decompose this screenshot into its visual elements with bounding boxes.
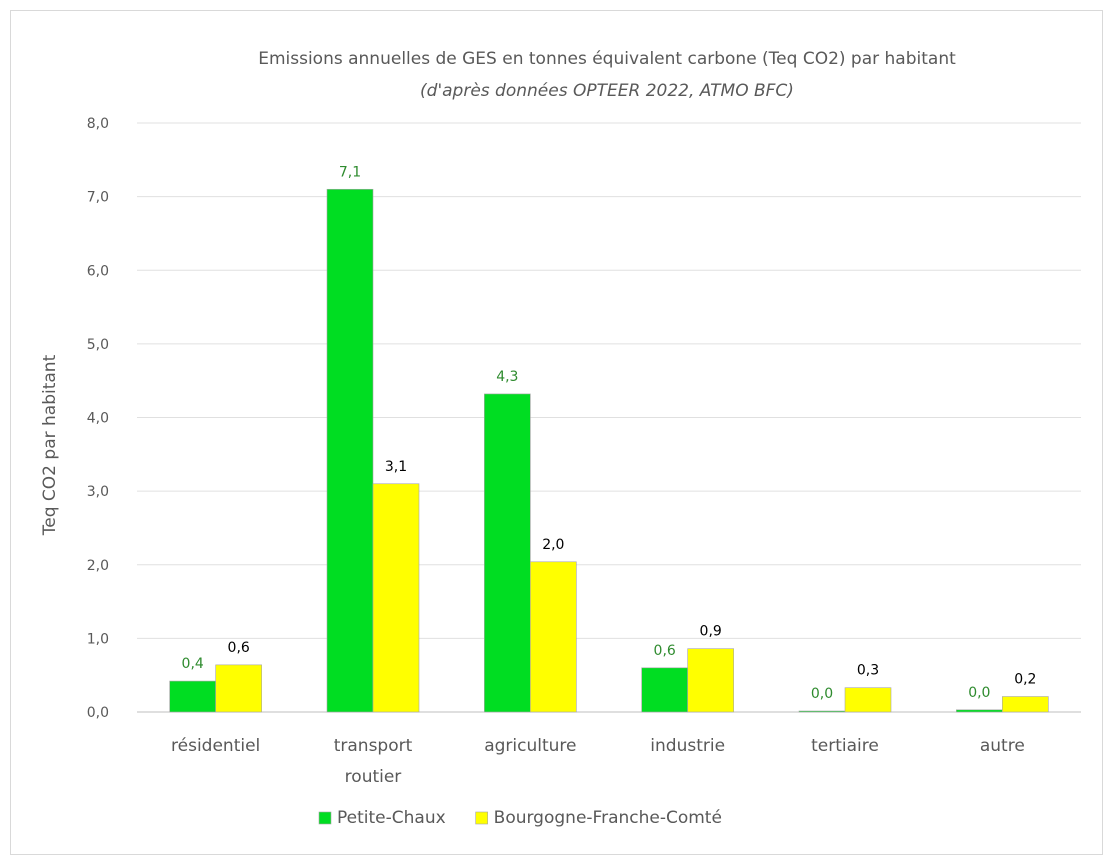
data-label: 2,0 xyxy=(542,537,564,553)
data-label: 0,2 xyxy=(1014,672,1036,688)
legend-label: Bourgogne-Franche-Comté xyxy=(494,808,722,828)
y-tick-label: 5,0 xyxy=(87,337,109,353)
y-tick-label: 1,0 xyxy=(87,631,109,647)
bar-bfc xyxy=(687,648,734,713)
y-tick-label: 0,0 xyxy=(87,705,109,721)
data-label: 0,3 xyxy=(857,663,879,679)
y-axis-title: Teq CO2 par habitant xyxy=(40,354,60,536)
data-label: 0,4 xyxy=(182,656,204,672)
y-tick-label: 7,0 xyxy=(87,190,109,206)
legend-swatch xyxy=(318,811,332,825)
x-axis-categories: résidentiel transport routier agriculture in… xyxy=(171,736,1025,787)
bar-petite-chaux xyxy=(956,709,1003,713)
y-tick-label: 3,0 xyxy=(87,484,109,500)
bar-bfc xyxy=(530,561,577,713)
bar-bfc xyxy=(1002,696,1049,713)
bar-bfc xyxy=(372,483,420,713)
bar-petite-chaux xyxy=(326,188,374,713)
y-tick-label: 6,0 xyxy=(87,263,109,279)
data-labels: 0,4 0,6 7,1 3,1 4,3 2,0 0,6 0,9 0,0 0,3 0,0 0,2 xyxy=(182,164,1037,702)
bar-chart: Emissions annuelles de GES en tonnes équ… xyxy=(40,49,1081,828)
data-label: 4,3 xyxy=(496,369,518,385)
bar-petite-chaux xyxy=(169,680,216,713)
legend: Petite-Chaux Bourgogne-Franche-Comté xyxy=(318,808,722,828)
legend-entry: Bourgogne-Franche-Comté xyxy=(475,808,722,828)
category-label: agriculture xyxy=(484,736,576,756)
y-tick-label: 2,0 xyxy=(87,558,109,574)
category-label: routier xyxy=(345,767,402,787)
legend-label: Petite-Chaux xyxy=(337,808,446,828)
category-label: industrie xyxy=(650,736,725,756)
data-label: 0,9 xyxy=(700,624,722,640)
bar-petite-chaux xyxy=(641,667,688,713)
y-tick-label: 8,0 xyxy=(87,116,109,132)
data-label: 7,1 xyxy=(339,164,361,180)
data-label: 0,6 xyxy=(228,640,250,656)
bar-petite-chaux xyxy=(484,393,531,713)
bars xyxy=(169,188,1049,713)
data-label: 0,6 xyxy=(654,643,676,659)
data-label: 0,0 xyxy=(968,685,990,701)
legend-swatch xyxy=(475,811,488,825)
bar-bfc xyxy=(215,664,262,713)
data-label: 3,1 xyxy=(385,459,407,475)
bar-petite-chaux xyxy=(798,710,846,713)
chart-subtitle: (d'après données OPTEER 2022, ATMO BFC) xyxy=(420,81,794,101)
category-label: autre xyxy=(980,736,1025,756)
chart-frame: Emissions annuelles de GES en tonnes équ… xyxy=(10,10,1103,855)
gridlines xyxy=(137,122,1081,713)
chart-title: Emissions annuelles de GES en tonnes équ… xyxy=(258,49,956,69)
category-label: résidentiel xyxy=(171,736,260,756)
data-label: 0,0 xyxy=(811,686,833,702)
legend-entry: Petite-Chaux xyxy=(318,808,446,828)
y-axis-ticks: 0,0 1,0 2,0 3,0 4,0 5,0 6,0 7,0 8,0 xyxy=(87,116,109,721)
bar-bfc xyxy=(844,687,892,713)
category-label: transport xyxy=(334,736,413,756)
category-label: tertiaire xyxy=(811,736,879,756)
y-tick-label: 4,0 xyxy=(87,411,109,427)
